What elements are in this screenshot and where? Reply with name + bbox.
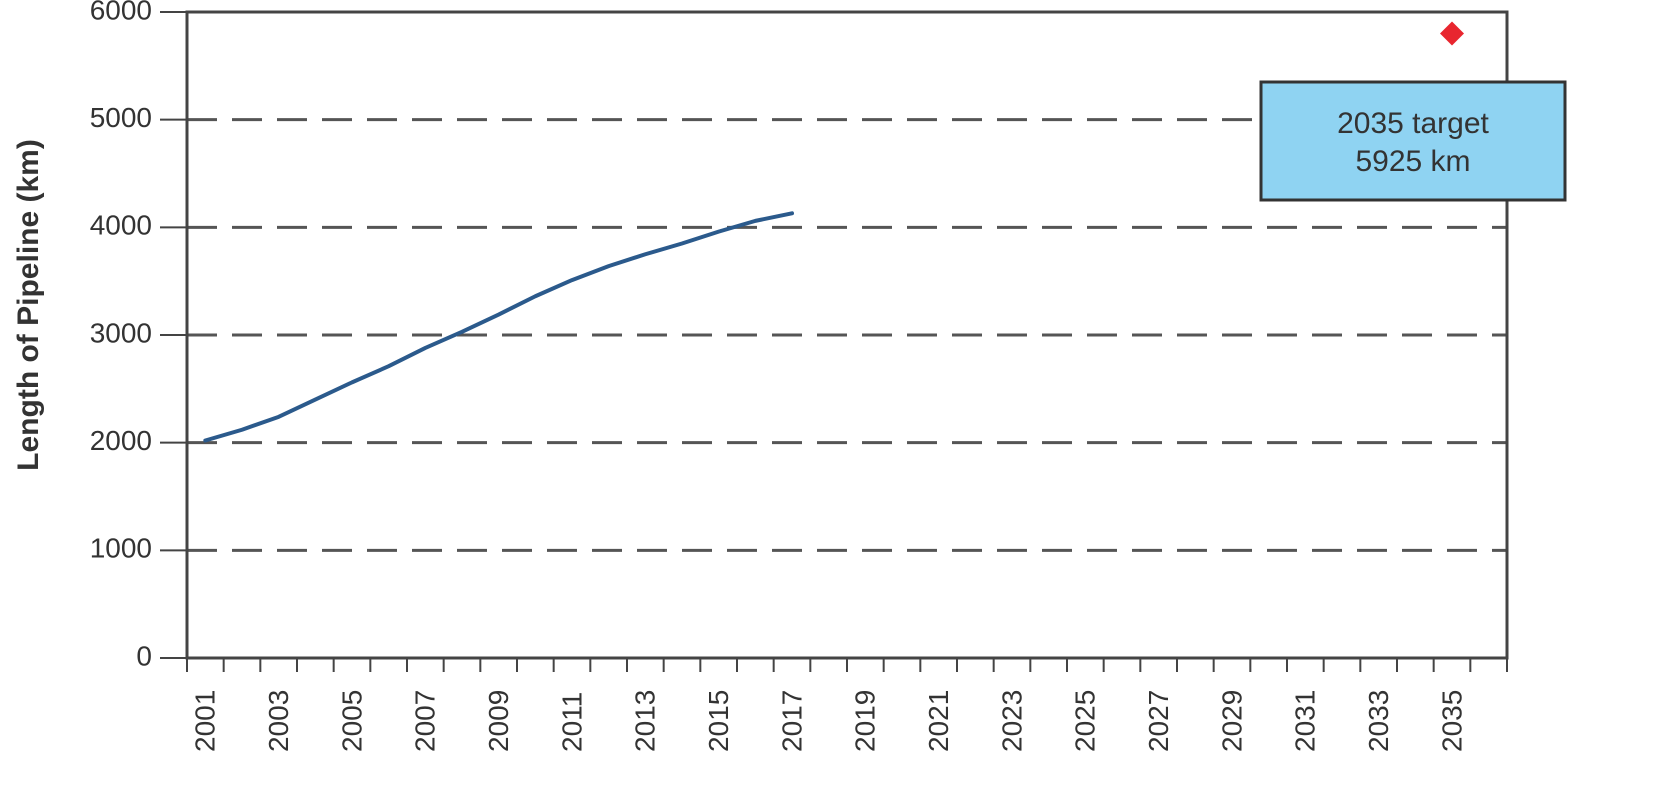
x-tick-label: 2029 <box>1216 690 1247 752</box>
y-tick-label: 5000 <box>90 102 152 133</box>
x-tick-label: 2007 <box>410 690 441 752</box>
x-tick-label: 2013 <box>630 690 661 752</box>
annotation-text: 5925 km <box>1355 145 1470 178</box>
x-tick-label: 2023 <box>996 690 1027 752</box>
annotation-box <box>1259 80 1567 202</box>
x-tick-label: 2015 <box>703 690 734 752</box>
y-tick-label: 0 <box>136 640 152 671</box>
x-tick-label: 2017 <box>776 690 807 752</box>
x-tick-label: 2025 <box>1070 690 1101 752</box>
x-tick-label: 2001 <box>190 690 221 752</box>
x-tick-label: 2027 <box>1143 690 1174 752</box>
x-tick-label: 2009 <box>483 690 514 752</box>
x-tick-label: 2021 <box>923 690 954 752</box>
y-tick-label: 4000 <box>90 210 152 241</box>
target-marker <box>1440 21 1464 46</box>
y-axis-label: Length of Pipeline (km) <box>12 139 45 471</box>
x-tick-label: 2033 <box>1363 690 1394 752</box>
x-tick-label: 2003 <box>263 690 294 752</box>
data-line <box>203 211 794 443</box>
y-tick-label: 2000 <box>90 425 152 456</box>
annotation-text: 2035 target <box>1337 107 1489 140</box>
x-tick-label: 2011 <box>556 692 587 752</box>
x-tick-label: 2019 <box>850 690 881 752</box>
x-tick-label: 2005 <box>336 690 367 752</box>
x-tick-label: 2031 <box>1290 690 1321 752</box>
y-tick-label: 3000 <box>90 317 152 348</box>
y-tick-label: 6000 <box>90 0 152 25</box>
x-tick-label: 2035 <box>1436 690 1467 752</box>
y-tick-label: 1000 <box>90 533 152 564</box>
